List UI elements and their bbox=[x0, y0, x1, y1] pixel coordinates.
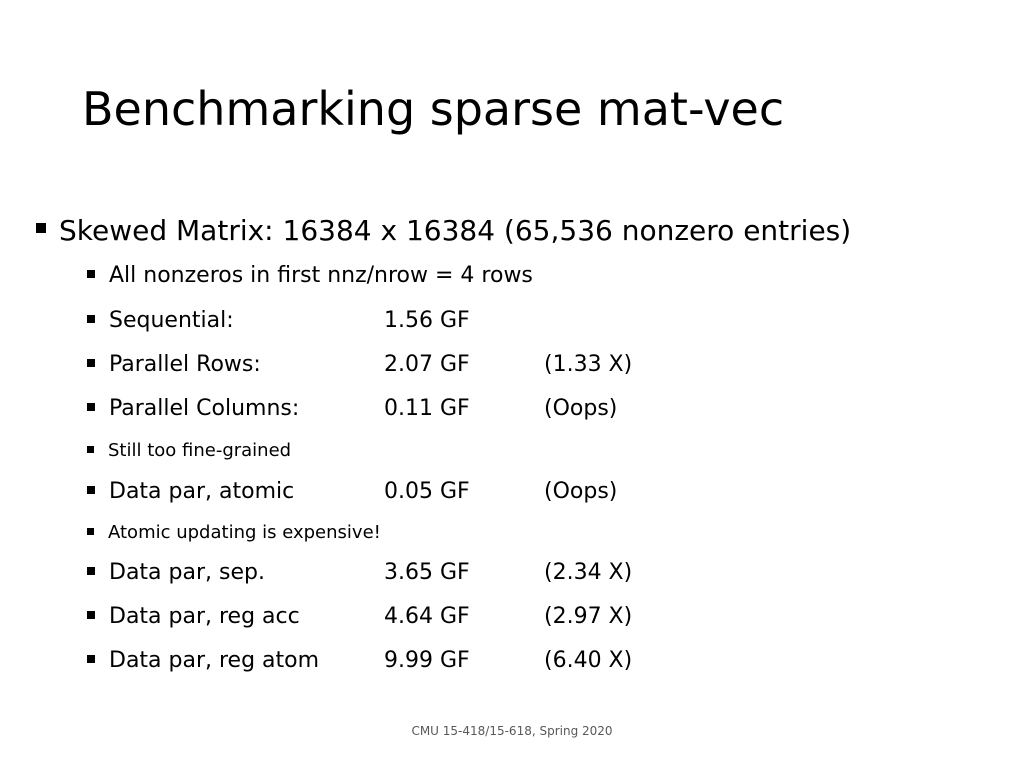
sub-bullet-label: Data par, reg atom bbox=[109, 648, 320, 673]
sub-bullet-data-par-atomic: Data par, atomic 0.05 GF (Oops) bbox=[87, 472, 617, 512]
sub-bullet-value: 0.11 GF bbox=[384, 396, 470, 421]
sub-bullet-note: (2.97 X) bbox=[544, 604, 633, 629]
sub-bullet-note: (6.40 X) bbox=[544, 648, 633, 673]
sub-bullet-nonzeros: All nonzeros in first nnz/nrow = 4 rows bbox=[87, 256, 533, 296]
sub-bullet-note: (1.33 X) bbox=[544, 352, 633, 377]
sub-bullet-note: (Oops) bbox=[544, 396, 618, 421]
square-bullet-icon bbox=[87, 445, 94, 453]
sub-bullet-parallel-rows: Parallel Rows: 2.07 GF (1.33 X) bbox=[87, 345, 632, 385]
sub-bullet-value: 1.56 GF bbox=[384, 308, 470, 333]
square-bullet-icon bbox=[87, 315, 95, 323]
slide-footer: CMU 15-418/15-618, Spring 2020 bbox=[411, 724, 613, 738]
sub-bullet-value: 0.05 GF bbox=[384, 479, 470, 504]
square-bullet-icon bbox=[87, 270, 95, 278]
square-bullet-icon bbox=[87, 403, 95, 411]
sub-bullet-label: Still too fine-grained bbox=[108, 440, 292, 461]
square-bullet-icon bbox=[87, 611, 95, 619]
sub-bullet-data-par-reg-atom: Data par, reg atom 9.99 GF (6.40 X) bbox=[87, 641, 632, 681]
sub-bullet-parallel-columns: Parallel Columns: 0.11 GF (Oops) bbox=[87, 389, 617, 429]
sub-bullet-fine-grained: Still too fine-grained bbox=[87, 436, 291, 466]
sub-bullet-label: Data par, reg acc bbox=[109, 604, 300, 629]
sub-bullet-data-par-reg-acc: Data par, reg acc 4.64 GF (2.97 X) bbox=[87, 597, 632, 637]
square-bullet-icon bbox=[87, 567, 95, 575]
sub-bullet-label: Parallel Columns: bbox=[109, 396, 300, 421]
sub-bullet-label: All nonzeros in first nnz/nrow = 4 rows bbox=[109, 263, 533, 288]
main-bullet-text: Skewed Matrix: 16384 x 16384 (65,536 non… bbox=[59, 214, 852, 247]
sub-bullet-note: (Oops) bbox=[544, 479, 618, 504]
main-bullet: Skewed Matrix: 16384 x 16384 (65,536 non… bbox=[36, 211, 851, 251]
square-bullet-icon bbox=[87, 486, 95, 494]
slide-title: Benchmarking sparse mat-vec bbox=[82, 82, 785, 136]
sub-bullet-label: Sequential: bbox=[109, 308, 234, 333]
square-bullet-icon bbox=[87, 527, 94, 535]
sub-bullet-label: Data par, sep. bbox=[109, 560, 265, 585]
sub-bullet-label: Atomic updating is expensive! bbox=[108, 522, 381, 543]
sub-bullet-value: 4.64 GF bbox=[384, 604, 470, 629]
sub-bullet-label: Parallel Rows: bbox=[109, 352, 261, 377]
sub-bullet-value: 2.07 GF bbox=[384, 352, 470, 377]
sub-bullet-sequential: Sequential: 1.56 GF bbox=[87, 301, 544, 341]
square-bullet-icon bbox=[36, 223, 46, 233]
sub-bullet-atomic-expensive: Atomic updating is expensive! bbox=[87, 518, 381, 548]
sub-bullet-label: Data par, atomic bbox=[109, 479, 295, 504]
sub-bullet-value: 3.65 GF bbox=[384, 560, 470, 585]
square-bullet-icon bbox=[87, 359, 95, 367]
sub-bullet-data-par-sep: Data par, sep. 3.65 GF (2.34 X) bbox=[87, 553, 632, 593]
sub-bullet-note: (2.34 X) bbox=[544, 560, 633, 585]
sub-bullet-value: 9.99 GF bbox=[384, 648, 470, 673]
square-bullet-icon bbox=[87, 655, 95, 663]
